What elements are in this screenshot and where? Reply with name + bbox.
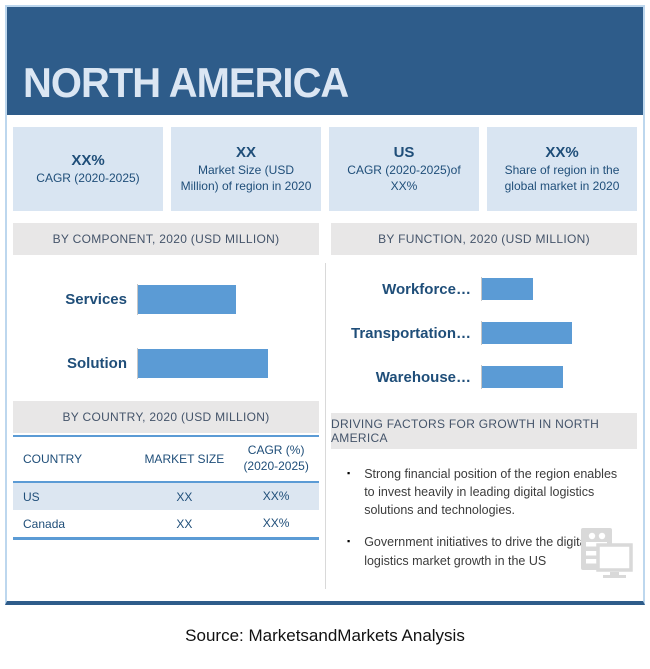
table-rule-bottom: [13, 537, 319, 540]
table-row: US XX XX%: [13, 483, 319, 510]
bar-category-label: Transportation…: [350, 324, 471, 342]
table-cell: XX: [176, 489, 193, 504]
table-cell: XX%: [262, 515, 290, 530]
bar-row: Services: [13, 283, 319, 315]
by-function-bar-chart: Workforce… Transportation… Warehouse…: [331, 255, 637, 405]
bullet-text: Strong financial position of the region …: [364, 467, 618, 518]
stat-label: CAGR (2020-2025): [36, 170, 140, 185]
table-cell: US: [23, 489, 40, 504]
bullet-text: Government initiatives to drive the digi…: [364, 535, 590, 568]
stat-label: Market Size (USD Million) of region in 2…: [180, 162, 312, 193]
country-table: COUNTRY MARKET SIZE CAGR (%) (2020-2025) US…: [13, 435, 319, 540]
bar: [482, 366, 563, 388]
stat-box-global-share: XX% Share of region in the global market…: [487, 127, 637, 211]
page-title: NORTH AMERICA: [23, 59, 349, 106]
bar-category-label: Services: [65, 290, 127, 308]
by-component-bar-chart: Services Solution: [13, 255, 319, 401]
table-row: Canada XX XX%: [13, 510, 319, 537]
stat-label: CAGR (2020-2025)of XX%: [347, 162, 461, 193]
content-columns: BY COMPONENT, 2020 (USD MILLION) Service…: [13, 223, 637, 589]
stat-label: Share of region in the global market in …: [504, 162, 620, 193]
table-cell: Canada: [23, 516, 66, 531]
table-body: US XX XX% Canada XX XX%: [13, 483, 319, 537]
table-rule-top: [13, 435, 319, 437]
bar: [138, 348, 269, 378]
bar-track: [137, 283, 319, 315]
bar-track: [481, 277, 637, 301]
table-column-header: CAGR (%) (2020-2025): [243, 443, 309, 473]
driving-factor-item: ▪ Government initiatives to drive the dig…: [347, 533, 629, 569]
bar-row: Transportation…: [331, 321, 637, 345]
source-attribution: Source: MarketsandMarkets Analysis: [185, 626, 465, 645]
table-column-header: MARKET SIZE: [144, 452, 225, 466]
section-header-by-component: BY COMPONENT, 2020 (USD MILLION): [13, 223, 319, 255]
table-rule-mid: [13, 481, 319, 483]
bar-row: Workforce…: [331, 277, 637, 301]
column-gap: [319, 223, 331, 589]
section-header-by-function: BY FUNCTION, 2020 (USD MILLION): [331, 223, 637, 255]
right-column: BY FUNCTION, 2020 (USD MILLION) Workforc…: [331, 223, 637, 589]
bar-track: [481, 321, 637, 345]
table-cell: XX%: [262, 488, 290, 503]
stat-value: XX%: [545, 143, 579, 161]
stat-value: XX%: [71, 151, 105, 169]
stat-value: XX: [235, 143, 256, 161]
bullet-square-icon: ▪: [347, 536, 351, 547]
column-divider: [324, 263, 326, 589]
infographic-frame: NORTH AMERICA XX% CAGR (2020-2025) XX Ma…: [5, 5, 645, 605]
bar: [482, 322, 572, 344]
driving-factors-list: ▪ Strong financial position of the region…: [331, 449, 637, 570]
bullet-square-icon: ▪: [347, 468, 351, 478]
table-column-header: COUNTRY: [23, 452, 83, 466]
stat-box-cagr: XX% CAGR (2020-2025): [13, 127, 163, 211]
stat-value: US: [393, 143, 415, 161]
bar: [138, 284, 236, 314]
bar-row: Warehouse…: [331, 365, 637, 389]
bar-track: [481, 365, 637, 389]
bar-category-label: Warehouse…: [375, 368, 471, 386]
bar-category-label: Solution: [67, 354, 127, 372]
section-header-driving-factors: DRIVING FACTORS FOR GROWTH IN NORTH AMER…: [331, 413, 637, 449]
bar-category-label: Workforce…: [382, 280, 471, 298]
stat-box-market-size: XX Market Size (USD Million) of region i…: [171, 127, 321, 211]
left-column: BY COMPONENT, 2020 (USD MILLION) Service…: [13, 223, 319, 589]
region-header-band: NORTH AMERICA: [7, 7, 643, 115]
stat-box-us-cagr: US CAGR (2020-2025)of XX%: [329, 127, 479, 211]
bar-row: Solution: [13, 347, 319, 379]
bar-track: [137, 347, 319, 379]
table-header-row: COUNTRY MARKET SIZE CAGR (%) (2020-2025): [13, 437, 319, 481]
section-header-by-country: BY COUNTRY, 2020 (USD MILLION): [13, 401, 319, 433]
computer-server-icon: [575, 528, 633, 585]
bar: [482, 278, 534, 300]
stat-box-row: XX% CAGR (2020-2025) XX Market Size (USD…: [13, 127, 637, 211]
driving-factor-item: ▪ Strong financial position of the region…: [347, 465, 629, 519]
table-cell: XX: [176, 516, 193, 531]
